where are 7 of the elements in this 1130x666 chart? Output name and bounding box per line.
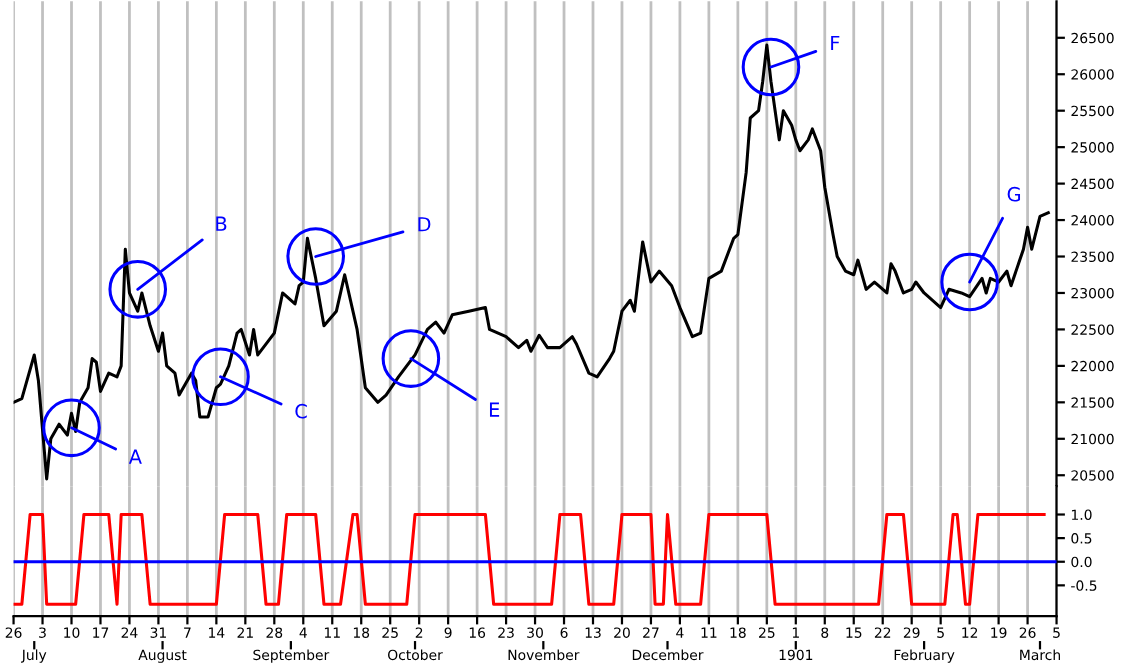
annotation: D <box>418 217 431 232</box>
annotation: G <box>1007 186 1021 202</box>
annotation: B <box>216 216 227 231</box>
annotation: A <box>128 449 142 464</box>
annotation: F <box>831 35 840 51</box>
annotation: E <box>489 402 500 417</box>
annotation: C <box>295 403 307 419</box>
